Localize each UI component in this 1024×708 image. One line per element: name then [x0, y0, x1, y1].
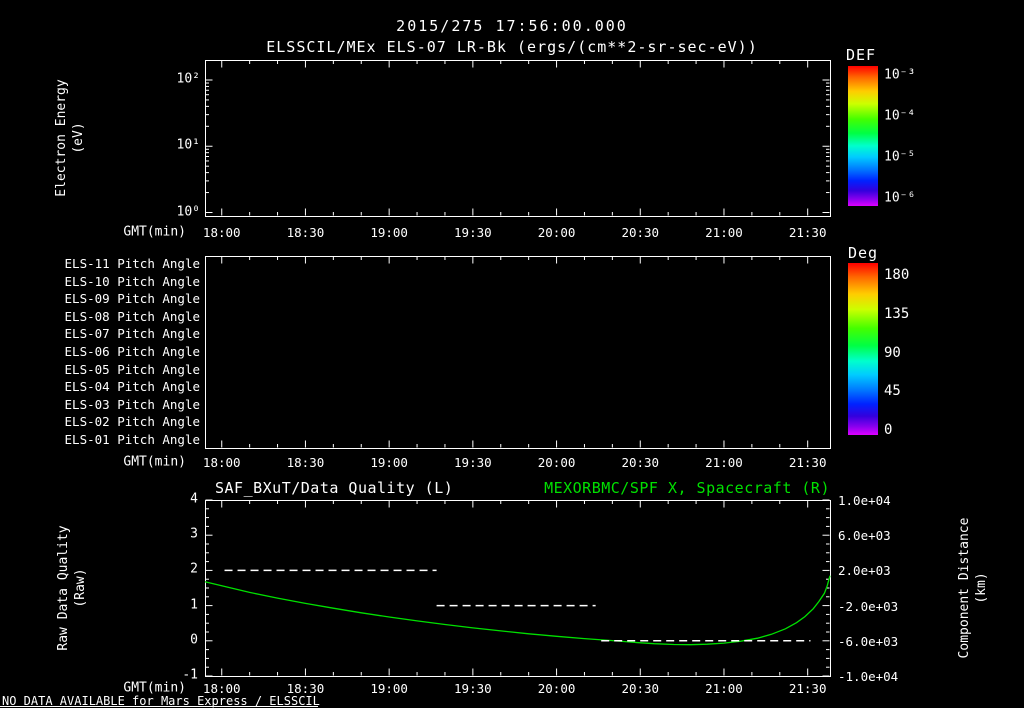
- x-tick-label: 20:30: [621, 680, 660, 696]
- els-row-label: ELS-10 Pitch Angle: [64, 273, 200, 289]
- x-tick-label: 18:00: [202, 680, 241, 696]
- x-tick-label: 20:00: [537, 680, 576, 696]
- els-row-label: ELS-01 Pitch Angle: [64, 431, 200, 447]
- x-tick-label: 19:30: [454, 224, 492, 240]
- panel3-right-tick-label: -2.0e+03: [838, 598, 899, 614]
- panel3-left-title: SAF_BXuT/Data Quality (L): [215, 479, 454, 497]
- panel1-y-axis-title-line2: (eV): [71, 122, 86, 154]
- panel1-y-axis-title: Electron Energy (eV): [53, 79, 87, 196]
- x-tick-label: 20:30: [621, 454, 660, 470]
- els-row-label: ELS-11 Pitch Angle: [64, 255, 200, 271]
- panel3-left-tick-label: 1: [190, 597, 198, 613]
- x-tick-label: 21:30: [788, 680, 827, 696]
- panel3-right-tick-label: 2.0e+03: [838, 563, 891, 579]
- spacecraft-x-curve: [204, 575, 831, 646]
- timestamp-title: 2015/275 17:56:00.000: [396, 17, 628, 35]
- deg-colorbar: [848, 263, 878, 435]
- panel3-right-tick-label: -1.0e+04: [838, 668, 899, 684]
- els-row-label: ELS-02 Pitch Angle: [64, 414, 200, 430]
- els-row-label: ELS-07 Pitch Angle: [64, 326, 200, 342]
- x-tick-label: 20:00: [537, 454, 576, 470]
- panel1-y-tick-label: 10¹: [176, 137, 200, 153]
- panel3-left-axis-title-line2: (Raw): [73, 568, 88, 608]
- p3-frame: [205, 500, 831, 677]
- x-tick-label: 18:30: [286, 454, 325, 470]
- deg-colorbar-tick-label: 0: [884, 421, 893, 438]
- x-tick-label: 19:30: [454, 454, 492, 470]
- els-row-label: ELS-05 Pitch Angle: [64, 361, 200, 377]
- def-colorbar-title: DEF: [846, 46, 877, 64]
- els-row-label: ELS-04 Pitch Angle: [64, 379, 200, 394]
- panel3-left-axis-title: Raw Data Quality (Raw): [55, 525, 89, 650]
- no-data-message: NO DATA AVAILABLE for Mars Express / ELS…: [2, 694, 320, 708]
- panel3-left-tick-label: 4: [190, 491, 198, 507]
- panel3-left-axis-title-line1: Raw Data Quality: [56, 525, 71, 651]
- panel1-x-axis-title: GMT(min): [123, 224, 186, 240]
- panel1-y-axis-title-line1: Electron Energy: [54, 79, 69, 197]
- x-tick-label: 19:00: [370, 454, 408, 470]
- x-tick-label: 21:30: [788, 454, 827, 470]
- x-tick-label: 21:00: [705, 224, 743, 240]
- def-colorbar: [848, 66, 878, 206]
- x-tick-label: 18:30: [286, 224, 325, 240]
- def-colorbar-tick-label: 10⁻⁵: [884, 149, 916, 165]
- x-tick-label: 21:30: [788, 224, 827, 240]
- x-tick-label: 18:00: [202, 454, 241, 470]
- deg-colorbar-tick-label: 45: [884, 383, 901, 400]
- def-colorbar-tick-label: 10⁻³: [884, 67, 916, 83]
- p2-frame: [205, 256, 831, 449]
- panel3-right-tick-label: 6.0e+03: [838, 528, 891, 543]
- deg-colorbar-tick-label: 180: [884, 266, 910, 283]
- panel3-right-title: MEXORBMC/SPF X, Spacecraft (R): [544, 479, 830, 497]
- els-row-label: ELS-09 Pitch Angle: [64, 291, 200, 306]
- panel3-x-axis-title: GMT(min): [123, 680, 186, 696]
- plot-title: ELSSCIL/MEx ELS-07 LR-Bk (ergs/(cm**2-sr…: [266, 38, 758, 56]
- x-tick-label: 20:00: [537, 224, 576, 240]
- panel3-right-axis-title-line1: Component Distance: [957, 517, 972, 659]
- panel3-right-axis-title: Component Distance (km): [956, 518, 990, 659]
- p1-frame: [205, 60, 831, 217]
- x-tick-label: 19:00: [370, 224, 408, 240]
- def-colorbar-tick-label: 10⁻⁴: [884, 108, 916, 124]
- deg-colorbar-tick-label: 135: [884, 305, 910, 322]
- panel3-left-tick-label: -1: [182, 667, 198, 683]
- x-tick-label: 21:00: [705, 680, 743, 696]
- x-tick-label: 21:00: [705, 454, 743, 470]
- panel3-left-tick-label: 0: [190, 632, 198, 648]
- panel3-left-tick-label: 3: [190, 526, 198, 542]
- x-tick-label: 19:30: [454, 680, 492, 696]
- panel1-y-tick-label: 10⁰: [176, 204, 200, 220]
- panel3-right-tick-label: 1.0e+04: [838, 492, 891, 508]
- els-row-label: ELS-06 Pitch Angle: [64, 343, 200, 359]
- panel1-y-tick-label: 10²: [176, 71, 200, 87]
- panel3-right-tick-label: -6.0e+03: [838, 633, 899, 649]
- panel3-right-axis-title-line2: (km): [974, 572, 989, 604]
- panel2-x-axis-title: GMT(min): [123, 454, 186, 470]
- x-tick-label: 20:30: [621, 224, 660, 240]
- x-tick-label: 18:00: [202, 224, 241, 240]
- panel3-left-tick-label: 2: [190, 561, 198, 577]
- deg-colorbar-title: Deg: [848, 244, 879, 262]
- x-tick-label: 18:30: [286, 680, 325, 696]
- els-row-label: ELS-08 Pitch Angle: [64, 308, 200, 324]
- def-colorbar-tick-label: 10⁻⁶: [884, 190, 916, 206]
- footer-underline: [0, 706, 318, 707]
- x-tick-label: 19:00: [370, 680, 408, 696]
- deg-colorbar-tick-label: 90: [884, 344, 901, 361]
- els-row-label: ELS-03 Pitch Angle: [64, 396, 200, 412]
